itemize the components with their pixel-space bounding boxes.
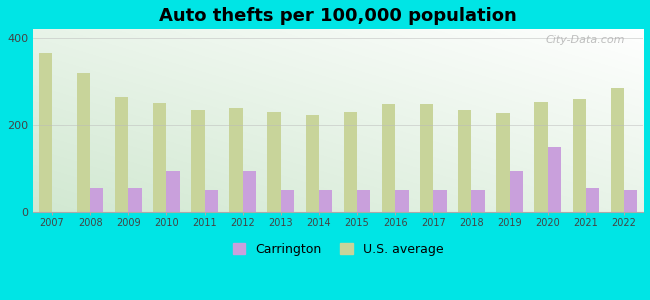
Bar xyxy=(90,188,103,212)
Bar xyxy=(510,171,523,212)
Bar xyxy=(166,171,180,212)
Bar xyxy=(267,112,281,212)
Bar xyxy=(319,190,332,212)
Bar xyxy=(77,73,90,212)
Bar xyxy=(306,116,319,212)
Text: City-Data.com: City-Data.com xyxy=(545,35,625,45)
Bar xyxy=(153,103,166,212)
Bar xyxy=(458,110,471,212)
Bar xyxy=(586,188,599,212)
Bar xyxy=(420,104,434,212)
Bar xyxy=(496,113,510,212)
Legend: Carrington, U.S. average: Carrington, U.S. average xyxy=(227,238,448,261)
Bar xyxy=(115,97,128,212)
Bar xyxy=(281,190,294,212)
Bar xyxy=(38,53,52,212)
Bar xyxy=(357,190,370,212)
Bar xyxy=(344,112,357,212)
Bar xyxy=(548,147,561,212)
Bar xyxy=(229,108,242,212)
Bar xyxy=(205,190,218,212)
Bar xyxy=(434,190,447,212)
Bar xyxy=(395,190,409,212)
Bar xyxy=(242,171,256,212)
Bar xyxy=(191,110,205,212)
Bar xyxy=(128,188,142,212)
Bar xyxy=(382,104,395,212)
Bar xyxy=(624,190,638,212)
Title: Auto thefts per 100,000 population: Auto thefts per 100,000 population xyxy=(159,7,517,25)
Bar xyxy=(573,99,586,212)
Bar xyxy=(534,102,548,212)
Bar xyxy=(610,88,624,212)
Bar xyxy=(471,190,485,212)
